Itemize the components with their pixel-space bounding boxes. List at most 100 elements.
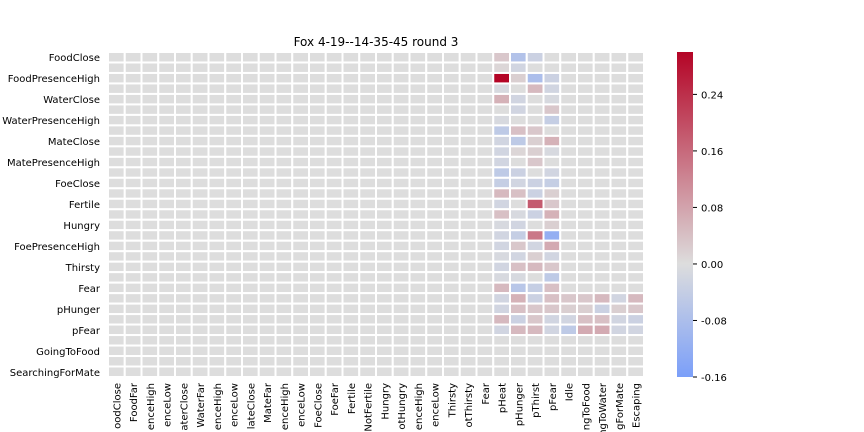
heatmap-cell bbox=[324, 82, 344, 95]
heatmap-cell bbox=[274, 271, 294, 284]
heatmap-cell bbox=[626, 155, 645, 169]
heatmap-cell bbox=[609, 155, 629, 169]
heatmap-cell bbox=[408, 166, 428, 179]
heatmap-cell bbox=[341, 103, 361, 116]
heatmap-cell bbox=[358, 145, 377, 158]
heatmap-cell bbox=[123, 61, 143, 74]
heatmap-cell bbox=[592, 218, 612, 232]
heatmap-cell bbox=[257, 344, 277, 358]
heatmap-cell bbox=[492, 82, 511, 95]
heatmap-cell bbox=[509, 313, 528, 326]
heatmap-cell bbox=[207, 250, 227, 263]
heatmap-cell bbox=[341, 145, 361, 158]
heatmap-cell bbox=[241, 355, 260, 368]
heatmap-cell bbox=[241, 302, 260, 316]
heatmap-cell bbox=[257, 218, 277, 232]
heatmap-cell bbox=[492, 365, 511, 378]
heatmap-cell bbox=[224, 51, 243, 64]
heatmap-cell bbox=[576, 281, 595, 295]
heatmap-cell bbox=[207, 302, 227, 316]
heatmap-cell bbox=[274, 103, 294, 116]
heatmap-cell bbox=[308, 260, 327, 274]
heatmap-cell bbox=[425, 229, 444, 242]
x-tick-label: enceLow bbox=[297, 383, 308, 427]
heatmap-cell bbox=[291, 155, 310, 169]
heatmap-cell bbox=[123, 187, 143, 200]
heatmap-cell bbox=[592, 292, 612, 305]
heatmap-cell bbox=[509, 365, 528, 378]
heatmap-cell bbox=[509, 71, 528, 85]
heatmap-cell bbox=[157, 344, 176, 358]
heatmap-cell bbox=[559, 113, 578, 127]
heatmap-cell bbox=[542, 334, 562, 347]
heatmap-cell bbox=[542, 281, 562, 295]
heatmap-cell bbox=[509, 61, 528, 74]
heatmap-cell bbox=[157, 334, 176, 347]
heatmap-cell bbox=[140, 134, 160, 148]
heatmap-cell bbox=[475, 71, 495, 85]
heatmap-cell bbox=[123, 166, 143, 179]
heatmap-cell bbox=[542, 92, 562, 106]
heatmap-cell bbox=[140, 197, 160, 211]
heatmap-cell bbox=[408, 292, 428, 305]
y-tick-label: Hungry bbox=[63, 221, 100, 232]
heatmap-cell bbox=[525, 82, 545, 95]
heatmap-cell bbox=[442, 208, 461, 221]
heatmap-cell bbox=[425, 323, 444, 337]
heatmap-cell bbox=[559, 51, 578, 64]
heatmap-cell bbox=[492, 145, 511, 158]
heatmap-cell bbox=[257, 197, 277, 211]
heatmap-cell bbox=[341, 208, 361, 221]
heatmap-cell bbox=[475, 271, 495, 284]
heatmap-cell bbox=[341, 271, 361, 284]
heatmap-cell bbox=[358, 103, 377, 116]
heatmap-cell bbox=[174, 92, 193, 106]
heatmap-cell bbox=[341, 281, 361, 295]
heatmap-cell bbox=[291, 239, 310, 253]
heatmap-cell bbox=[324, 176, 344, 190]
heatmap-cell bbox=[241, 197, 260, 211]
heatmap-cell bbox=[475, 155, 495, 169]
heatmap-cell bbox=[559, 250, 578, 263]
heatmap-cell bbox=[509, 323, 528, 337]
heatmap-cell bbox=[157, 113, 176, 127]
heatmap-cell bbox=[224, 281, 243, 295]
heatmap-cell bbox=[107, 334, 126, 347]
heatmap-cell bbox=[358, 365, 377, 378]
heatmap-cell bbox=[525, 313, 545, 326]
heatmap-cell bbox=[391, 51, 411, 64]
heatmap-cell bbox=[174, 61, 193, 74]
heatmap-cell bbox=[291, 313, 310, 326]
heatmap-cell bbox=[291, 281, 310, 295]
heatmap-cell bbox=[107, 155, 126, 169]
heatmap-cell bbox=[442, 271, 461, 284]
heatmap-cell bbox=[609, 103, 629, 116]
heatmap-cell bbox=[509, 239, 528, 253]
heatmap-cell bbox=[408, 229, 428, 242]
heatmap-cell bbox=[190, 82, 210, 95]
heatmap-cell bbox=[324, 218, 344, 232]
heatmap-cell bbox=[391, 197, 411, 211]
x-tick-label: enceHigh bbox=[280, 383, 291, 430]
heatmap-cell bbox=[542, 302, 562, 316]
heatmap-cell bbox=[592, 302, 612, 316]
heatmap-cell bbox=[308, 82, 327, 95]
x-tick-label: gForMate bbox=[615, 383, 626, 430]
heatmap-cell bbox=[425, 281, 444, 295]
heatmap-cell bbox=[509, 176, 528, 190]
heatmap-cell bbox=[358, 82, 377, 95]
heatmap-cell bbox=[291, 334, 310, 347]
heatmap-cell bbox=[190, 71, 210, 85]
x-tick-label: enceHigh bbox=[146, 383, 157, 430]
heatmap-cell bbox=[157, 187, 176, 200]
heatmap-cell bbox=[425, 365, 444, 378]
heatmap-cell bbox=[123, 134, 143, 148]
heatmap-cell bbox=[107, 250, 126, 263]
heatmap-cell bbox=[174, 155, 193, 169]
heatmap-cell bbox=[324, 51, 344, 64]
heatmap-cell bbox=[341, 113, 361, 127]
heatmap-cell bbox=[324, 92, 344, 106]
heatmap-cell bbox=[190, 166, 210, 179]
heatmap-cell bbox=[241, 176, 260, 190]
heatmap-cell bbox=[291, 208, 310, 221]
